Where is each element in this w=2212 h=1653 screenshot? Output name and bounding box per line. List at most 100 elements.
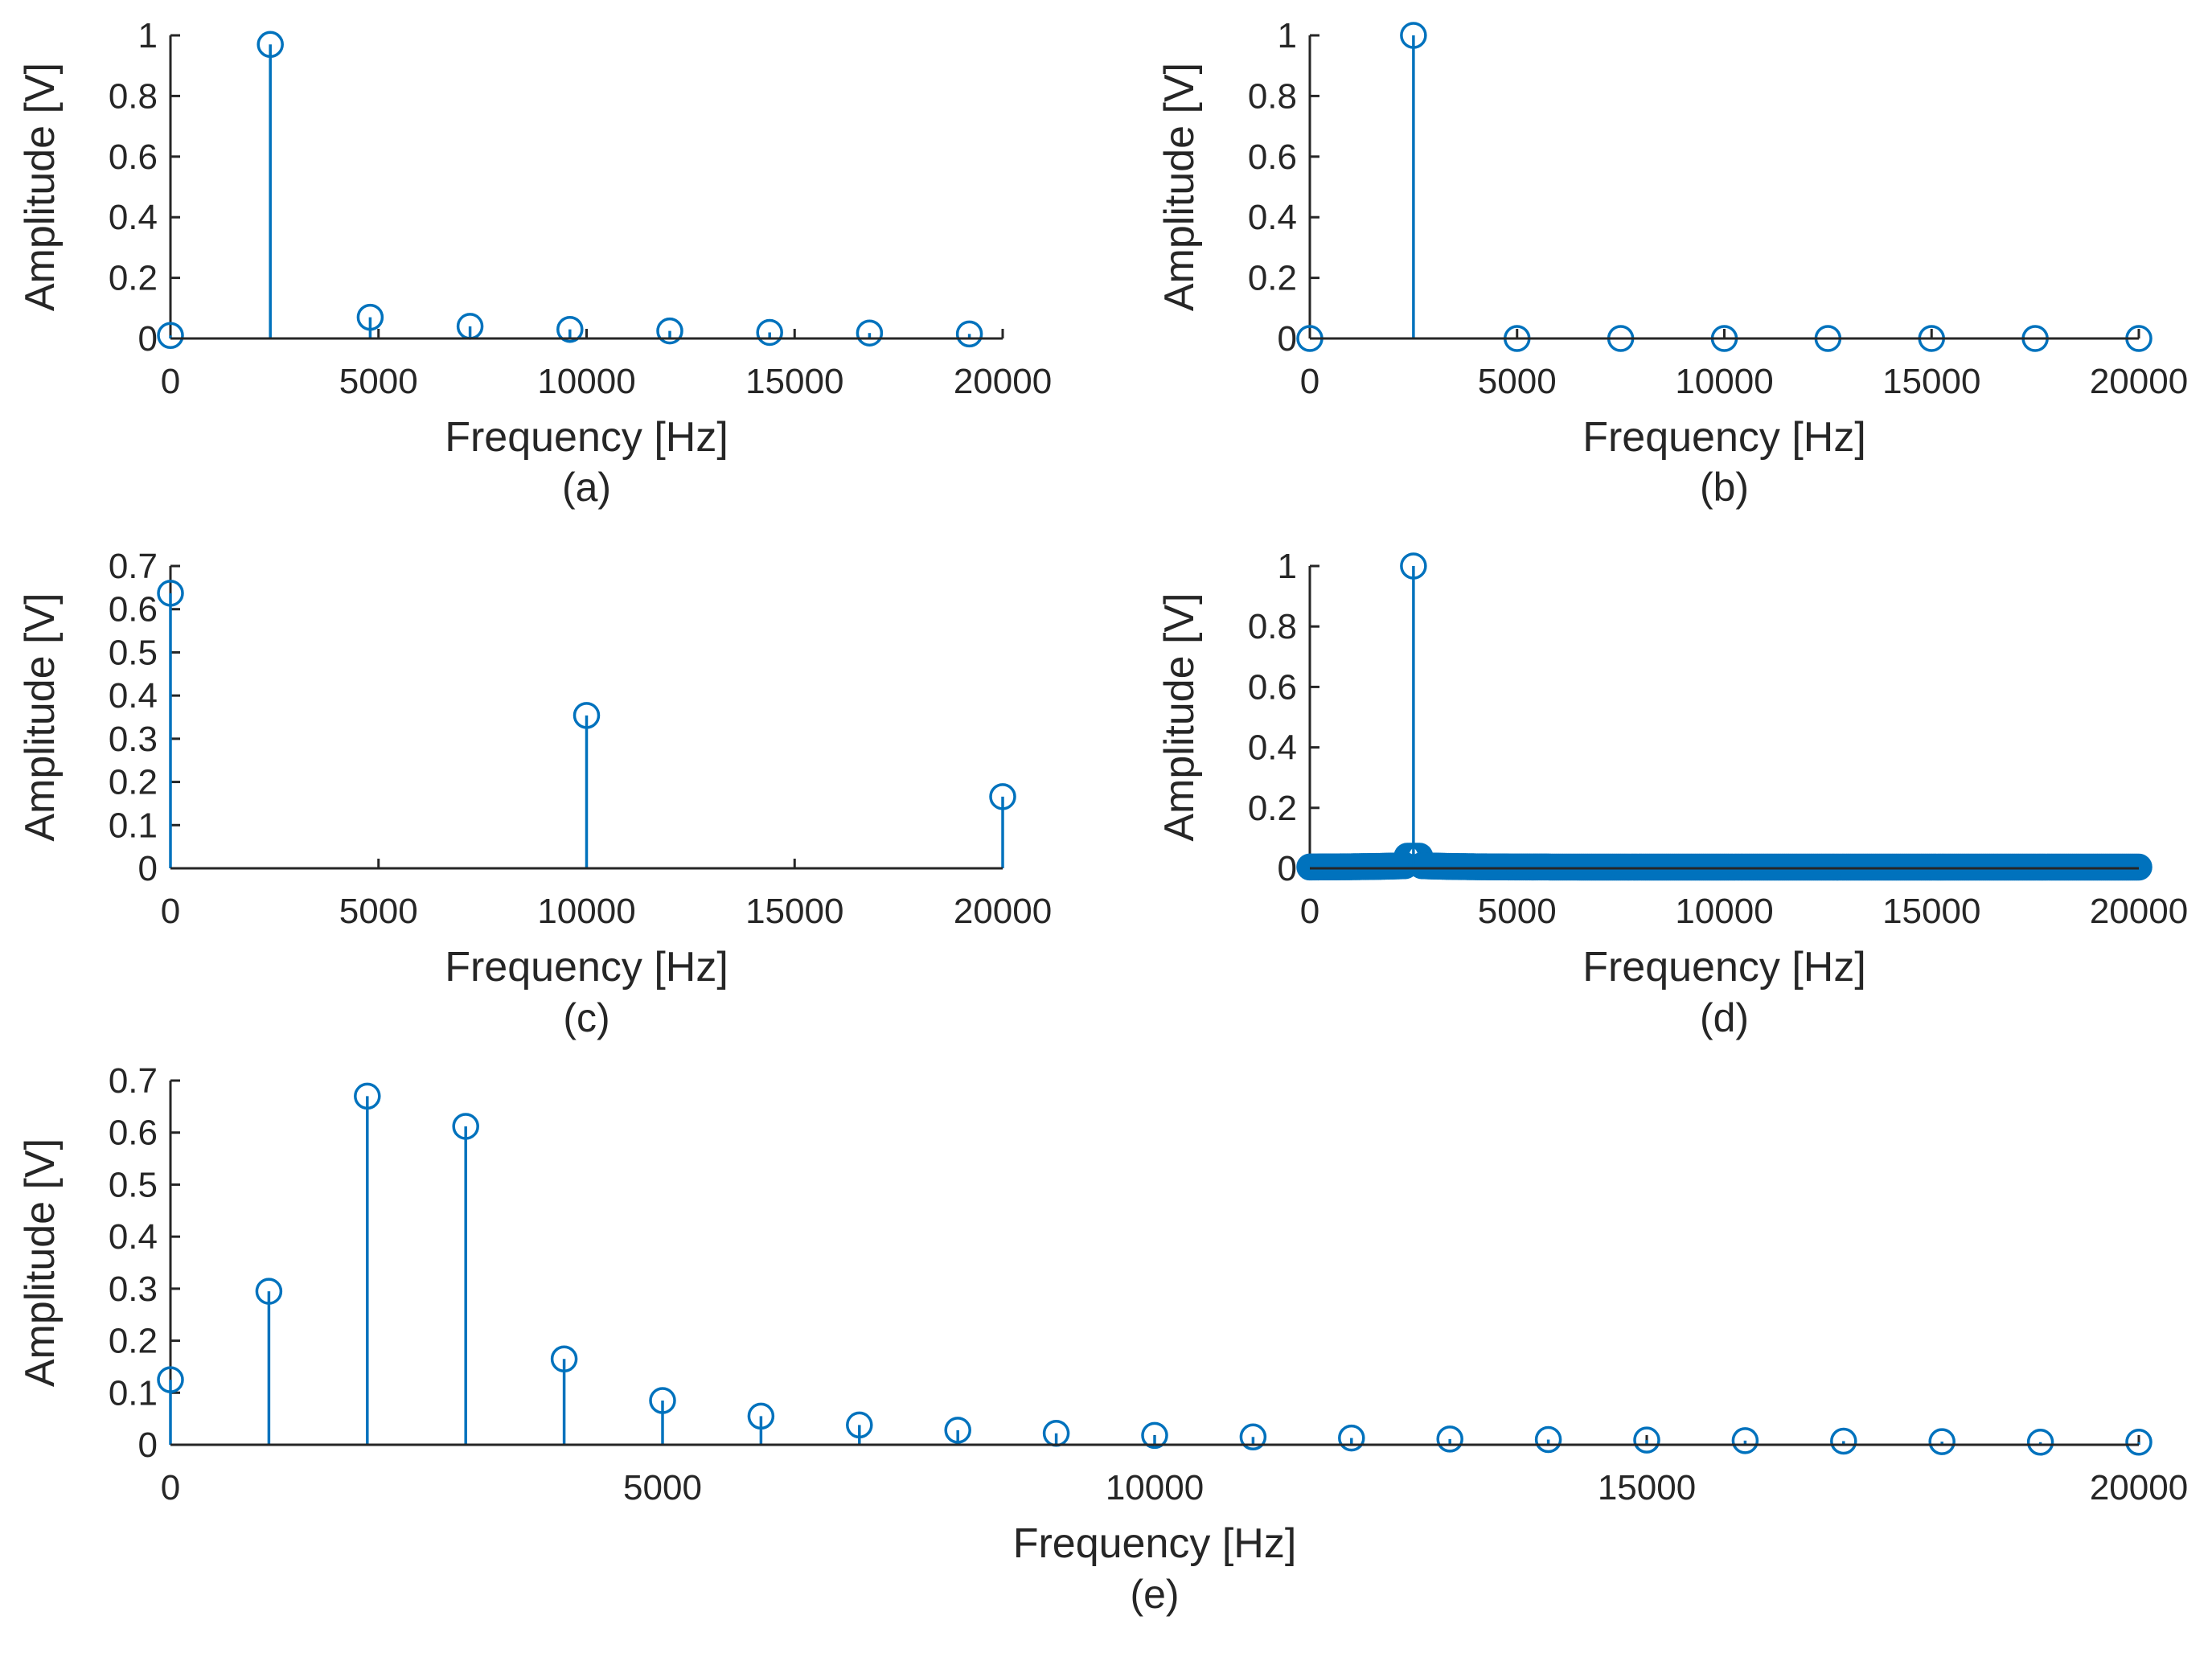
y-tick-label: 0.8 bbox=[109, 76, 158, 116]
y-tick-label: 0.2 bbox=[109, 1322, 158, 1361]
data-point-marker bbox=[1436, 1425, 1463, 1453]
y-tick-label: 0.7 bbox=[109, 1061, 158, 1101]
data-point-marker bbox=[1400, 552, 1427, 580]
subplot-c: 0 0.1 0.2 0.3 0.4 0.50.6 0.7 0 5000 10000 15000 200… bbox=[17, 547, 1052, 1040]
data-point-marker bbox=[649, 1387, 676, 1414]
data-point-marker bbox=[2125, 853, 2152, 881]
x-tick-label: 20000 bbox=[2090, 1468, 2188, 1507]
y-tick-label: 0.6 bbox=[1248, 137, 1297, 177]
x-axis-label: Frequency [Hz] bbox=[1582, 414, 1866, 461]
data-point-marker bbox=[157, 322, 184, 349]
data-point-marker bbox=[1534, 1425, 1562, 1454]
x-axis-label: Frequency [Hz] bbox=[1582, 944, 1866, 991]
x-tick-label: 20000 bbox=[954, 362, 1052, 401]
y-tick-label: 0.5 bbox=[109, 633, 158, 672]
x-tick-label: 15000 bbox=[1598, 1468, 1696, 1507]
y-tick-label: 0.4 bbox=[109, 1217, 158, 1257]
y-tick-label: 0.6 bbox=[109, 137, 158, 177]
data-point-marker bbox=[1338, 1424, 1365, 1452]
data-point-marker bbox=[572, 702, 601, 729]
x-tick-label: 5000 bbox=[1478, 362, 1557, 401]
x-axis-label: Frequency [Hz] bbox=[1013, 1520, 1297, 1567]
subplot-e: 0 0.1 0.2 0.3 0.4 0.5 0.6 0.7 0 5000 10000 15000 200… bbox=[17, 1061, 2188, 1617]
x-tick-label: 0 bbox=[161, 1468, 180, 1507]
y-tick-label: 0.7 bbox=[109, 547, 158, 586]
data-point-marker bbox=[846, 1411, 873, 1439]
subplot-caption: (b) bbox=[1700, 465, 1749, 510]
data-point-marker bbox=[256, 31, 284, 59]
y-tick-label: 0.3 bbox=[109, 720, 158, 759]
data-point-marker bbox=[157, 580, 184, 607]
y-tick-label: 0.2 bbox=[1248, 789, 1297, 828]
y-tick-label: 0.6 bbox=[109, 1114, 158, 1153]
y-tick-label: 0.4 bbox=[109, 676, 158, 716]
y-tick-label: 0.1 bbox=[109, 806, 158, 845]
y-tick-label: 0.5 bbox=[109, 1165, 158, 1204]
x-tick-label: 0 bbox=[161, 892, 180, 931]
y-tick-label: 0.2 bbox=[109, 259, 158, 298]
y-tick-label: 0 bbox=[1278, 849, 1297, 888]
data-point-marker bbox=[1400, 22, 1427, 49]
dense-stem-series bbox=[1296, 843, 2152, 881]
y-tick-label: 0.6 bbox=[1248, 667, 1297, 707]
subplot-d: 0 0.2 0.4 0.6 0.8 1 0 5000 10000 15000 20000 Freque… bbox=[1156, 547, 2188, 1040]
data-point-marker bbox=[1830, 1427, 1857, 1455]
x-tick-label: 10000 bbox=[537, 362, 635, 401]
y-tick-label: 1 bbox=[138, 16, 158, 55]
y-tick-label: 0 bbox=[1278, 319, 1297, 359]
data-point-marker bbox=[2125, 1429, 2152, 1456]
y-axis-label: Amplitude [V] bbox=[17, 1138, 64, 1387]
x-tick-label: 0 bbox=[161, 362, 180, 401]
y-tick-label: 0.4 bbox=[1248, 198, 1297, 237]
data-point-marker bbox=[354, 1082, 381, 1110]
subplot-caption: (a) bbox=[562, 465, 611, 510]
y-tick-label: 0.8 bbox=[1248, 607, 1297, 646]
x-tick-label: 15000 bbox=[745, 892, 843, 931]
x-tick-label: 10000 bbox=[1675, 362, 1773, 401]
x-tick-label: 20000 bbox=[954, 892, 1052, 931]
y-tick-label: 0 bbox=[138, 319, 158, 359]
data-point-marker bbox=[656, 317, 683, 345]
data-point-marker bbox=[756, 318, 783, 347]
y-axis-label: Amplitude [V] bbox=[1156, 593, 1203, 841]
y-axis-label: Amplitude [V] bbox=[1156, 63, 1203, 311]
x-tick-label: 5000 bbox=[339, 892, 418, 931]
data-point-marker bbox=[989, 783, 1016, 810]
data-point-marker bbox=[356, 303, 384, 331]
x-tick-label: 5000 bbox=[339, 362, 418, 401]
x-tick-label: 5000 bbox=[623, 1468, 702, 1507]
x-axis-label: Frequency [Hz] bbox=[445, 944, 728, 991]
y-tick-label: 0.8 bbox=[1248, 76, 1297, 116]
y-tick-label: 0.3 bbox=[109, 1269, 158, 1309]
x-tick-label: 10000 bbox=[537, 892, 635, 931]
data-point-marker bbox=[955, 320, 983, 348]
data-point-marker bbox=[255, 1278, 283, 1305]
data-point-marker bbox=[944, 1417, 971, 1444]
y-tick-label: 0.2 bbox=[1248, 259, 1297, 298]
y-tick-label: 1 bbox=[1278, 16, 1297, 55]
data-point-marker bbox=[747, 1402, 775, 1430]
y-tick-label: 1 bbox=[1278, 547, 1297, 586]
x-tick-label: 0 bbox=[1300, 362, 1319, 401]
subplot-caption: (e) bbox=[1130, 1572, 1179, 1617]
data-point-marker bbox=[1239, 1423, 1267, 1451]
y-tick-label: 0.4 bbox=[1248, 728, 1297, 768]
data-point-marker bbox=[556, 315, 584, 343]
data-point-marker bbox=[1633, 1426, 1660, 1454]
data-point-marker bbox=[1928, 1428, 1956, 1455]
subplot-b: 0 0.2 0.4 0.6 0.8 1 0 5000 10000 15000 20000 Freque… bbox=[1156, 16, 2188, 510]
y-axis-label: Amplitude [V] bbox=[17, 63, 64, 311]
x-axis-label: Frequency [Hz] bbox=[445, 414, 728, 461]
data-point-marker bbox=[452, 1113, 479, 1140]
x-tick-label: 15000 bbox=[1882, 892, 1980, 931]
x-tick-label: 5000 bbox=[1478, 892, 1557, 931]
x-tick-label: 20000 bbox=[2090, 892, 2188, 931]
subplot-a: 0 0.2 0.4 0.6 0.8 1 0 5000 10000 15000 20000 Freque… bbox=[17, 16, 1052, 510]
x-tick-label: 10000 bbox=[1675, 892, 1773, 931]
data-point-marker bbox=[1141, 1421, 1168, 1450]
x-tick-label: 10000 bbox=[1106, 1468, 1204, 1507]
x-tick-label: 20000 bbox=[2090, 362, 2188, 401]
y-axis-label: Amplitude [V] bbox=[17, 593, 64, 841]
subplot-caption: (c) bbox=[563, 995, 609, 1040]
